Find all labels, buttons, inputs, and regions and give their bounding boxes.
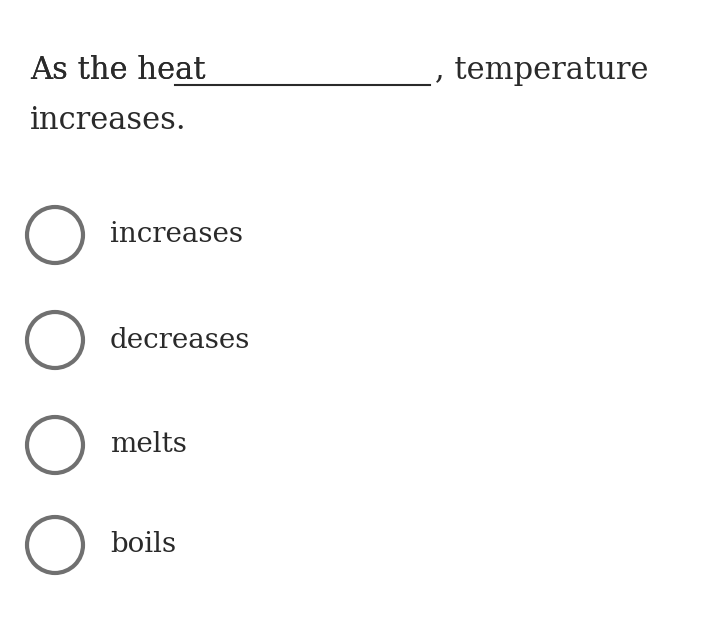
Text: melts: melts [110,432,187,458]
Text: boils: boils [110,531,176,559]
Text: As the heat: As the heat [30,55,215,86]
Text: decreases: decreases [110,326,251,354]
Text: , temperature: , temperature [435,55,648,86]
Text: increases.: increases. [30,105,187,136]
Text: As the heat: As the heat [30,55,206,86]
Text: increases: increases [110,222,243,248]
